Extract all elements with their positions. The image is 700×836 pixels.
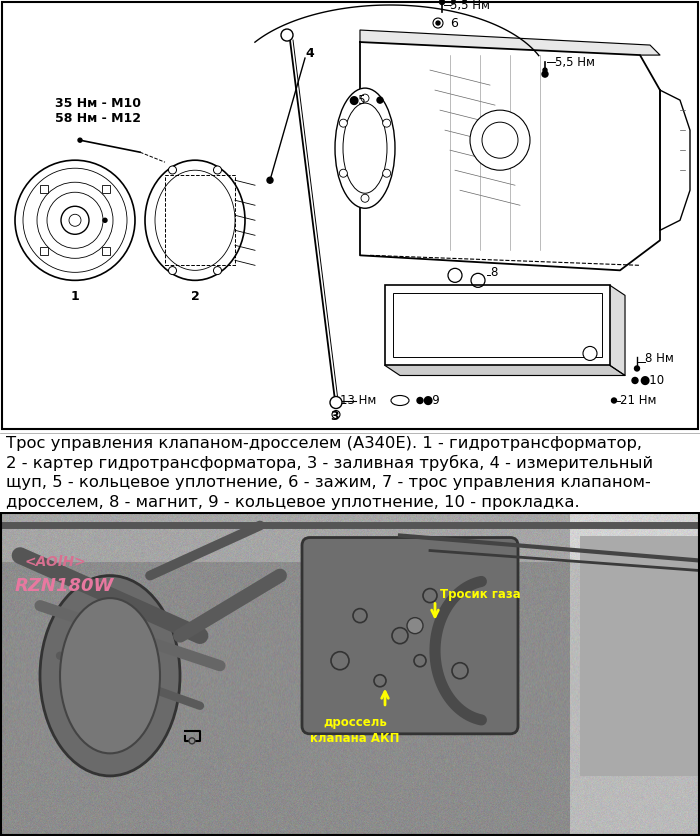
FancyBboxPatch shape xyxy=(302,538,518,734)
Ellipse shape xyxy=(145,161,245,280)
Circle shape xyxy=(353,609,367,623)
Circle shape xyxy=(543,68,547,72)
Text: ●9: ●9 xyxy=(422,394,440,407)
Bar xyxy=(40,185,48,193)
Circle shape xyxy=(69,214,81,227)
Ellipse shape xyxy=(40,575,180,776)
Ellipse shape xyxy=(155,171,235,270)
Text: 58 Нм - М12: 58 Нм - М12 xyxy=(55,112,141,125)
Text: дроссель
клапана АКП: дроссель клапана АКП xyxy=(310,716,400,745)
Bar xyxy=(385,285,610,365)
Polygon shape xyxy=(360,42,660,270)
Circle shape xyxy=(340,120,347,127)
Polygon shape xyxy=(660,90,690,230)
Circle shape xyxy=(542,71,548,77)
Circle shape xyxy=(407,618,423,634)
Text: ●10: ●10 xyxy=(639,374,664,387)
Circle shape xyxy=(423,589,437,603)
Text: 5,5 Нм: 5,5 Нм xyxy=(555,55,595,69)
Circle shape xyxy=(470,110,530,171)
Text: 2: 2 xyxy=(190,290,199,303)
Polygon shape xyxy=(385,365,625,375)
Circle shape xyxy=(383,120,391,127)
Ellipse shape xyxy=(60,598,160,753)
Circle shape xyxy=(330,396,342,409)
Bar xyxy=(40,247,48,256)
Text: 3: 3 xyxy=(330,410,339,422)
Text: 13 Нм: 13 Нм xyxy=(340,394,377,407)
Circle shape xyxy=(23,168,127,273)
Circle shape xyxy=(189,738,195,744)
Circle shape xyxy=(583,346,597,360)
Circle shape xyxy=(214,166,221,174)
Text: 6: 6 xyxy=(450,17,458,29)
Circle shape xyxy=(433,18,443,28)
Circle shape xyxy=(331,652,349,670)
Circle shape xyxy=(361,194,369,202)
Circle shape xyxy=(374,675,386,686)
Text: Трос управления клапаном-дросселем (А340Е). 1 - гидротрансформатор,
2 - картер г: Трос управления клапаном-дросселем (А340… xyxy=(6,436,653,510)
Text: 5,5 Нм: 5,5 Нм xyxy=(450,0,490,12)
Circle shape xyxy=(377,97,383,103)
Circle shape xyxy=(392,628,408,644)
Circle shape xyxy=(634,366,640,371)
Polygon shape xyxy=(610,285,625,375)
Ellipse shape xyxy=(335,88,395,208)
Circle shape xyxy=(612,398,617,403)
Circle shape xyxy=(61,206,89,234)
Bar xyxy=(102,185,110,193)
Text: 8: 8 xyxy=(490,266,498,279)
Circle shape xyxy=(15,161,135,280)
Circle shape xyxy=(214,267,221,274)
Circle shape xyxy=(482,122,518,158)
Circle shape xyxy=(361,94,369,102)
Circle shape xyxy=(47,192,103,248)
Text: 4: 4 xyxy=(305,47,314,60)
Circle shape xyxy=(169,166,176,174)
Circle shape xyxy=(281,29,293,41)
Circle shape xyxy=(383,169,391,177)
Bar xyxy=(393,293,602,358)
Circle shape xyxy=(169,267,176,274)
Circle shape xyxy=(440,0,444,4)
Polygon shape xyxy=(360,30,660,55)
Bar xyxy=(102,247,110,256)
Text: 7: 7 xyxy=(455,0,463,3)
Circle shape xyxy=(417,397,423,404)
Circle shape xyxy=(78,138,82,142)
Circle shape xyxy=(436,21,440,25)
Circle shape xyxy=(103,218,107,222)
Text: ●5: ●5 xyxy=(349,94,366,107)
Ellipse shape xyxy=(343,103,387,193)
Text: 35 Нм - М10: 35 Нм - М10 xyxy=(55,97,141,110)
Circle shape xyxy=(340,169,347,177)
Text: <AOlH>: <AOlH> xyxy=(25,554,87,568)
Circle shape xyxy=(37,182,113,258)
Text: Тросик газа: Тросик газа xyxy=(440,588,521,600)
Circle shape xyxy=(267,177,273,183)
Circle shape xyxy=(414,655,426,667)
Bar xyxy=(580,536,700,776)
Circle shape xyxy=(332,410,340,419)
Text: RZN180W: RZN180W xyxy=(15,577,114,594)
Text: 8 Нм: 8 Нм xyxy=(645,352,674,365)
Text: 21 Нм: 21 Нм xyxy=(620,394,657,407)
Circle shape xyxy=(452,663,468,679)
Circle shape xyxy=(632,378,638,384)
Text: 1: 1 xyxy=(71,290,79,303)
